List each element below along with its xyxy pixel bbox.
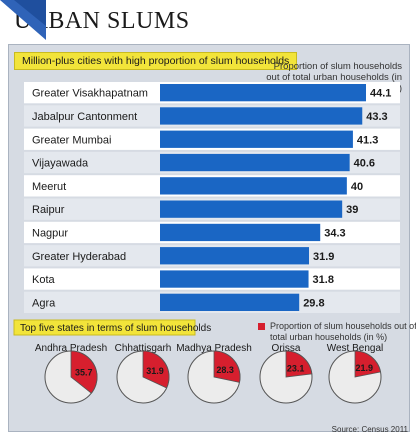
- category-label: Jabalpur Cantonment: [32, 111, 137, 123]
- bar: [160, 153, 350, 172]
- bar: [160, 177, 347, 195]
- data-label: 41.3: [357, 134, 378, 146]
- category-label: Greater Visakhapatnam: [32, 88, 148, 100]
- pie-slice: [142, 350, 170, 389]
- state-label: Chhattisgarh: [115, 343, 172, 354]
- pie-slice: [354, 350, 381, 378]
- bar: [160, 130, 353, 148]
- data-label: 34.3: [324, 227, 345, 239]
- state-label: West Bengal: [327, 343, 384, 354]
- pie-slice: [285, 350, 313, 378]
- pie-legend-line-2: total urban households (in %): [270, 332, 387, 342]
- category-label: Nagpur: [32, 227, 68, 239]
- bar: [160, 200, 343, 218]
- bar: [160, 247, 310, 265]
- category-label: Agra: [32, 297, 56, 309]
- data-label: 29.8: [303, 297, 324, 309]
- folded-corner-icon: [0, 0, 46, 40]
- data-label: 40: [351, 181, 363, 193]
- pie-slice: [70, 350, 98, 394]
- pie-data-label: 21.9: [355, 363, 373, 373]
- category-label: Meerut: [32, 181, 66, 193]
- data-label: 39: [346, 204, 358, 216]
- category-label: Vijayawada: [32, 158, 89, 170]
- state-label: Andhra Pradesh: [35, 343, 107, 354]
- pie-data-label: 28.3: [216, 365, 234, 375]
- bar: [160, 84, 366, 102]
- data-label: 31.8: [313, 274, 334, 286]
- data-label: 40.6: [354, 158, 375, 170]
- legend-swatch: [258, 323, 265, 330]
- state-label: Orissa: [272, 343, 301, 354]
- bar: [160, 223, 321, 242]
- category-label: Raipur: [32, 204, 65, 216]
- pie-data-label: 23.1: [287, 363, 305, 373]
- data-label: 31.9: [313, 251, 334, 263]
- bar: [160, 270, 309, 288]
- pie-chart-title: Top five states in terms of slum househo…: [20, 323, 211, 334]
- pie-chart-title-bg: [13, 319, 196, 336]
- bar: [160, 107, 363, 125]
- state-label: Madhya Pradesh: [176, 343, 252, 354]
- category-label: Greater Mumbai: [32, 134, 111, 146]
- pie-legend-line-1: Proportion of slum households out of: [270, 321, 416, 331]
- category-label: Greater Hyderabad: [32, 251, 126, 263]
- data-label: 44.1: [370, 88, 391, 100]
- pie-data-label: 35.7: [75, 367, 93, 377]
- bar-chart-title: Million-plus cities with high proportion…: [14, 52, 298, 70]
- bar: [160, 293, 300, 311]
- pie-slice: [213, 350, 241, 383]
- data-label: 43.3: [366, 111, 387, 123]
- pie-data-label: 31.9: [146, 366, 164, 376]
- category-label: Kota: [32, 274, 56, 286]
- source-note: Source: Census 2011: [331, 425, 408, 434]
